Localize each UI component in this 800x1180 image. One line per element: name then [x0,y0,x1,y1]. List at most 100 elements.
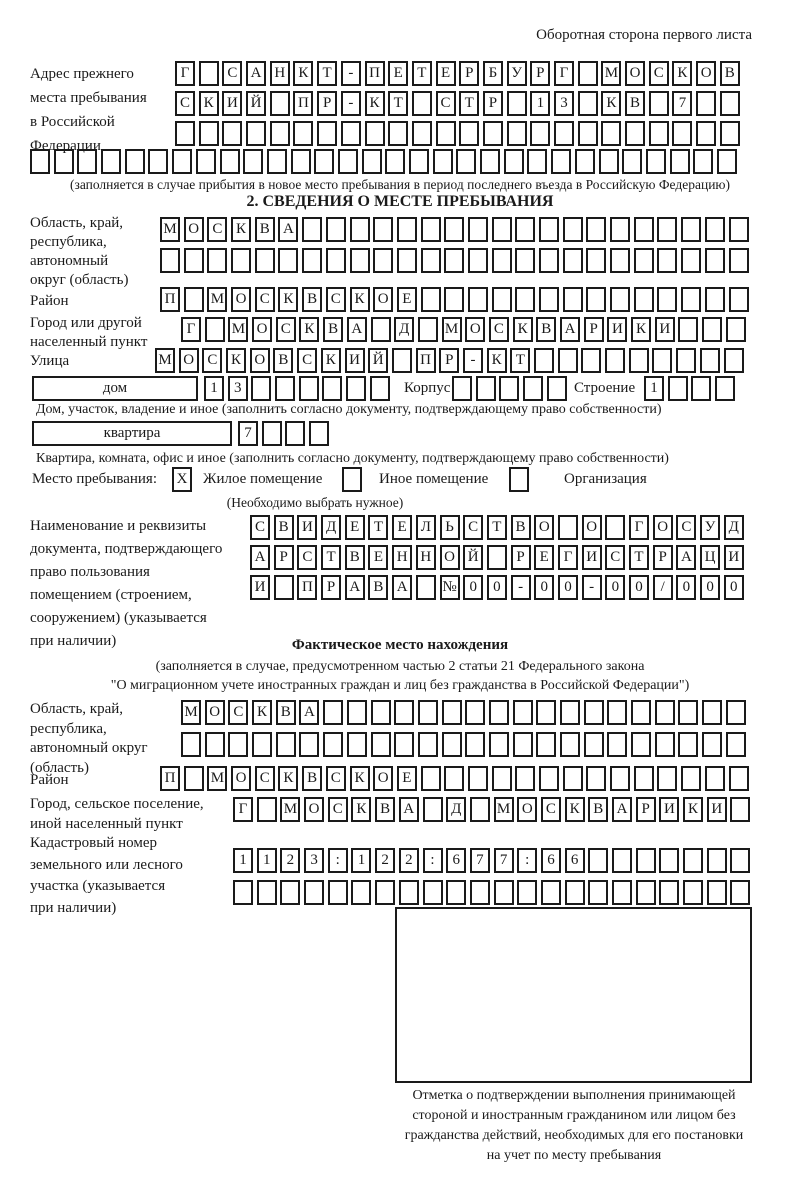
char-cell[interactable]: 0 [700,575,721,600]
char-cell[interactable] [467,248,488,273]
char-cell[interactable]: Г [554,61,574,86]
char-cell[interactable]: / [652,575,673,600]
char-cell[interactable] [586,248,607,273]
char-cell[interactable] [290,149,311,174]
char-cell[interactable]: В [302,766,323,791]
char-cell[interactable]: Р [273,545,294,570]
char-cell[interactable] [417,700,438,725]
char-cell[interactable] [723,348,744,373]
char-cell[interactable] [648,121,669,146]
char-cell[interactable] [648,91,669,116]
char-cell[interactable]: С [202,348,223,373]
char-cell[interactable] [409,149,429,174]
char-cell[interactable] [702,317,723,342]
char-cell[interactable] [530,121,551,146]
char-cell[interactable]: М [207,287,228,312]
char-cell[interactable]: О [204,700,225,725]
char-cell[interactable] [254,248,275,273]
char-cell[interactable]: Б [482,61,503,86]
char-cell[interactable] [652,348,673,373]
char-cell[interactable] [181,732,201,757]
char-cell[interactable] [706,848,727,873]
char-cell[interactable]: О [231,766,252,791]
char-cell[interactable]: И [654,317,675,342]
char-cell[interactable]: Т [486,515,507,540]
char-cell[interactable]: Е [368,545,389,570]
char-cell[interactable] [551,149,572,174]
char-cell[interactable] [564,880,585,905]
char-cell[interactable] [394,700,415,725]
char-cell[interactable] [444,287,465,312]
char-cell[interactable] [669,149,690,174]
char-cell[interactable] [577,61,598,86]
char-cell[interactable]: Л [415,515,436,540]
char-cell[interactable] [183,766,204,791]
char-cell[interactable] [491,217,512,242]
char-cell[interactable]: 0 [723,575,744,600]
char-cell[interactable] [195,149,216,174]
char-cell[interactable]: В [368,575,389,600]
char-cell[interactable]: В [273,348,294,373]
char-cell[interactable]: Й [368,348,389,373]
char-cell[interactable]: В [323,317,344,342]
char-cell[interactable]: К [486,348,507,373]
char-cell[interactable] [417,317,438,342]
char-cell[interactable]: В [273,515,294,540]
char-cell[interactable] [53,149,74,174]
char-cell[interactable]: К [364,91,385,116]
char-cell[interactable] [672,121,693,146]
char-cell[interactable]: И [723,545,744,570]
char-cell[interactable]: И [581,545,602,570]
char-cell[interactable]: № [439,575,460,600]
char-cell[interactable]: Д [394,317,415,342]
char-cell[interactable]: 2 [280,848,301,873]
char-cell[interactable]: 0 [463,575,484,600]
char-cell[interactable]: Р [635,797,656,822]
char-cell[interactable] [432,149,453,174]
char-cell[interactable]: К [601,91,622,116]
char-cell[interactable] [349,248,370,273]
char-cell[interactable]: В [510,515,531,540]
char-cell[interactable] [554,121,574,146]
char-cell[interactable]: К [226,348,247,373]
stay-type-checkbox-residential[interactable]: X [172,467,196,493]
char-cell[interactable] [280,880,301,905]
char-cell[interactable]: С [222,61,243,86]
char-cell[interactable] [444,766,465,791]
char-cell[interactable]: 2 [375,848,396,873]
char-cell[interactable] [610,766,631,791]
char-cell[interactable] [77,149,98,174]
char-cell[interactable]: К [278,766,299,791]
char-cell[interactable] [420,287,441,312]
char-cell[interactable] [491,287,512,312]
char-cell[interactable]: В [344,545,365,570]
char-cell[interactable] [252,732,273,757]
char-cell[interactable]: Т [388,91,409,116]
char-cell[interactable] [517,880,538,905]
char-cell[interactable] [172,149,193,174]
char-cell[interactable]: П [160,766,180,791]
char-cell[interactable]: Н [392,545,413,570]
char-cell[interactable]: О [373,287,394,312]
char-cell[interactable]: А [392,575,413,600]
apartment-number-row[interactable]: 7 [238,421,333,447]
char-cell[interactable]: М [160,217,180,242]
char-cell[interactable]: К [252,700,273,725]
char-cell[interactable]: 3 [554,91,574,116]
char-cell[interactable]: А [346,317,367,342]
char-cell[interactable]: П [297,575,318,600]
char-cell[interactable]: П [415,348,436,373]
char-cell[interactable] [346,700,367,725]
char-cell[interactable] [222,121,243,146]
char-cell[interactable] [420,766,441,791]
char-cell[interactable] [482,121,503,146]
char-cell[interactable] [364,121,385,146]
char-cell[interactable]: 1 [644,376,664,401]
char-cell[interactable] [275,376,296,401]
char-cell[interactable]: О [465,317,486,342]
char-cell[interactable] [523,376,544,401]
char-cell[interactable]: А [299,700,320,725]
char-cell[interactable]: Т [368,515,389,540]
